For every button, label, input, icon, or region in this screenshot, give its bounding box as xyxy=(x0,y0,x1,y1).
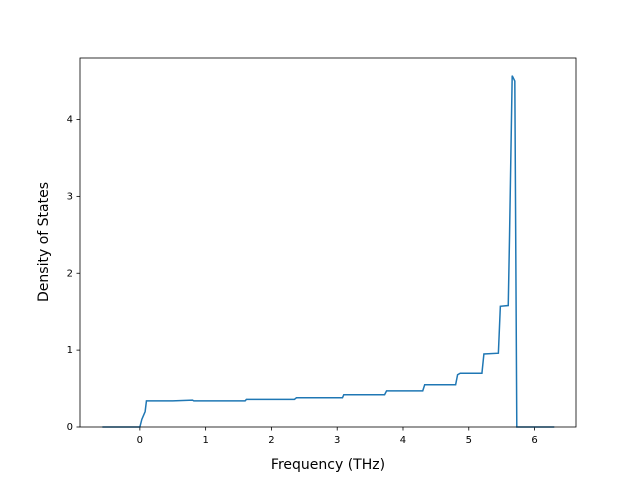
x-tick-label: 2 xyxy=(268,435,274,446)
x-tick-label: 5 xyxy=(466,435,472,446)
y-axis-label: Density of States xyxy=(36,182,52,302)
x-axis-label: Frequency (THz) xyxy=(271,457,385,473)
x-tick-label: 4 xyxy=(400,435,406,446)
x-tick-label: 6 xyxy=(531,435,537,446)
x-tick-label: 3 xyxy=(334,435,340,446)
y-tick-label: 4 xyxy=(67,115,73,126)
y-tick-label: 1 xyxy=(67,345,73,356)
x-tick-label: 1 xyxy=(202,435,208,446)
y-tick-label: 3 xyxy=(67,191,73,202)
y-tick-label: 2 xyxy=(67,268,73,279)
line-series xyxy=(102,75,555,428)
plot-frame xyxy=(79,57,577,428)
x-tick-label: 0 xyxy=(137,435,143,446)
y-tick-label: 0 xyxy=(67,422,73,433)
